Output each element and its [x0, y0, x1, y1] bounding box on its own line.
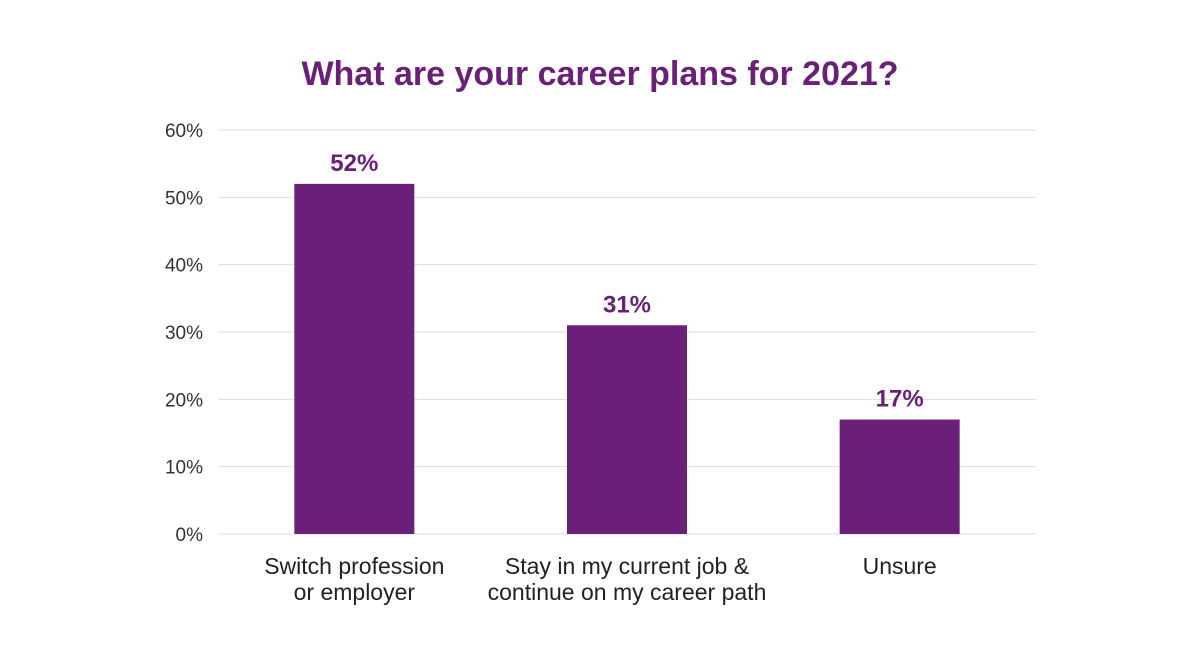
y-tick-label: 50%: [165, 188, 203, 209]
y-tick-label: 40%: [165, 256, 203, 277]
x-tick-label: Stay in my current job & continue on my c…: [488, 553, 767, 605]
y-tick-label: 60%: [165, 121, 203, 142]
x-tick-label: Unsure: [863, 553, 937, 579]
bar: [294, 183, 415, 534]
x-tick-label-line: or employer: [294, 579, 416, 605]
x-tick-label-line: Switch profession: [264, 553, 444, 579]
bar: [567, 325, 687, 534]
x-tick-label: Switch profession or employer: [264, 553, 444, 605]
y-tick-label: 20%: [165, 390, 203, 411]
data-label: 17%: [876, 386, 924, 413]
x-tick-label-line: Unsure: [863, 553, 937, 579]
y-tick-label: 10%: [165, 458, 203, 479]
x-tick-label-line: continue on my career path: [488, 579, 767, 605]
data-label: 31%: [603, 291, 651, 318]
data-label: 52%: [330, 150, 378, 177]
chart-title: What are your career plans for 2021?: [301, 55, 899, 93]
bar: [839, 419, 960, 534]
x-tick-label-line: Stay in my current job &: [505, 553, 749, 579]
y-tick-label: 30%: [165, 323, 203, 344]
y-tick-label: 0%: [176, 525, 204, 546]
